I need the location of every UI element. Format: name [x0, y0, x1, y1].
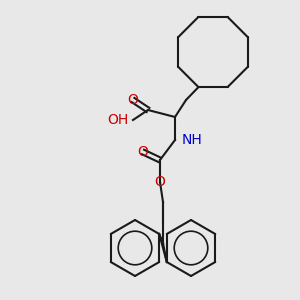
Text: OH: OH — [107, 113, 128, 127]
Text: O: O — [128, 93, 138, 107]
Text: NH: NH — [182, 133, 203, 147]
Text: O: O — [138, 145, 148, 159]
Text: O: O — [154, 175, 165, 189]
